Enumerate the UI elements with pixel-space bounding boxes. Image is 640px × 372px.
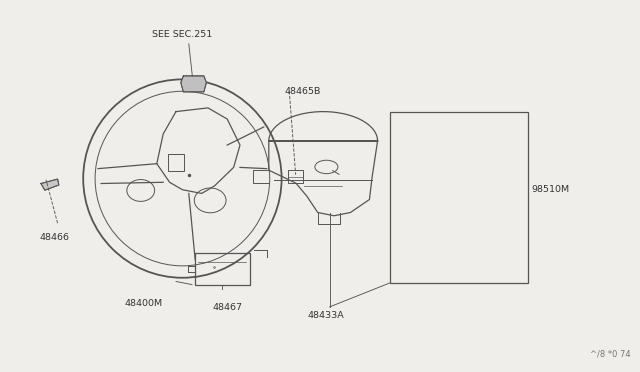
Bar <box>288 170 303 183</box>
Text: 48467: 48467 <box>212 303 242 312</box>
Text: SEE SEC.251: SEE SEC.251 <box>152 30 212 39</box>
Text: 98510M: 98510M <box>531 185 570 194</box>
Text: 48465B: 48465B <box>285 87 321 96</box>
Text: 48400M: 48400M <box>125 299 163 308</box>
Bar <box>195 253 250 285</box>
Text: ^/8 *0 74: ^/8 *0 74 <box>590 350 630 359</box>
Bar <box>390 112 528 283</box>
Text: 48433A: 48433A <box>307 311 344 320</box>
Bar <box>168 154 184 171</box>
Polygon shape <box>180 76 206 92</box>
Text: 48466: 48466 <box>40 232 70 241</box>
Polygon shape <box>41 179 59 190</box>
